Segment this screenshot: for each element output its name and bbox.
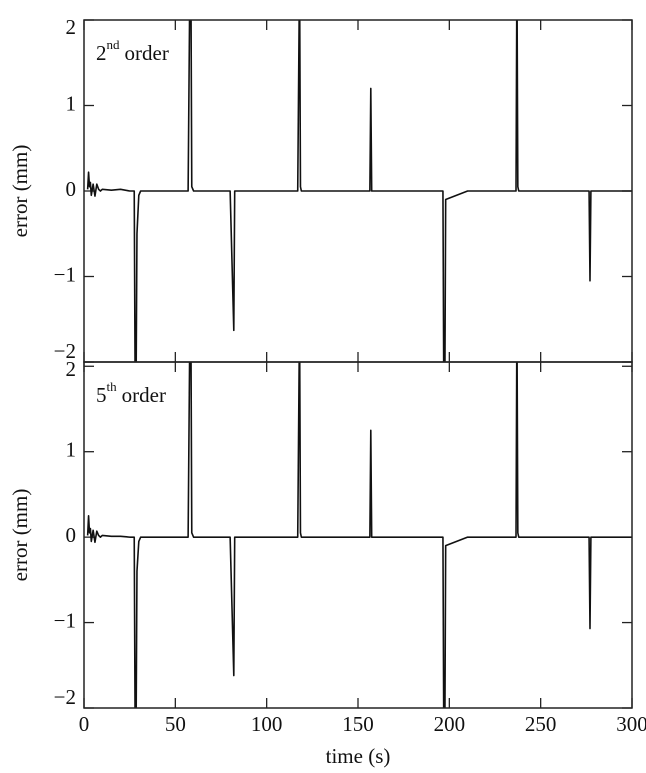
y-tick-label: 1 (66, 91, 77, 115)
x-axis-label: time (s) (326, 744, 391, 768)
plot-frame (83, 361, 633, 709)
x-tick-label: 100 (251, 712, 283, 736)
y-tick-label: 0 (66, 177, 77, 201)
y-tick-label: 1 (66, 438, 77, 462)
error-trace (86, 20, 632, 362)
x-tick-label: 300 (616, 712, 646, 736)
x-tick-label: 250 (525, 712, 557, 736)
y-axis-label: error (mm) (8, 145, 32, 238)
panel-label-superscript: nd (107, 37, 121, 52)
y-tick-label: −1 (54, 262, 76, 286)
y-tick-label: 2 (66, 357, 77, 381)
error-trace (86, 362, 632, 708)
x-tick-label: 200 (434, 712, 466, 736)
plot-area (86, 362, 632, 708)
plot-area (86, 20, 632, 362)
y-tick-label: −2 (54, 685, 76, 709)
y-axis-label: error (mm) (8, 489, 32, 582)
x-tick-label: 0 (79, 712, 90, 736)
y-tick-label: −2 (54, 339, 76, 363)
y-tick-label: −1 (54, 608, 76, 632)
panel-label-superscript: th (107, 379, 118, 394)
panel-label-text: order (122, 383, 166, 407)
y-tick-label: 0 (66, 523, 77, 547)
y-tick-label: 2 (66, 15, 77, 39)
x-tick-label: 50 (165, 712, 186, 736)
panel-label-text: order (125, 41, 169, 65)
panel-label: 2nd order (96, 37, 169, 65)
panel-label: 5th order (96, 379, 166, 407)
panel-label-number: 5 (96, 383, 107, 407)
x-tick-label: 150 (342, 712, 374, 736)
panel-label-number: 2 (96, 41, 107, 65)
